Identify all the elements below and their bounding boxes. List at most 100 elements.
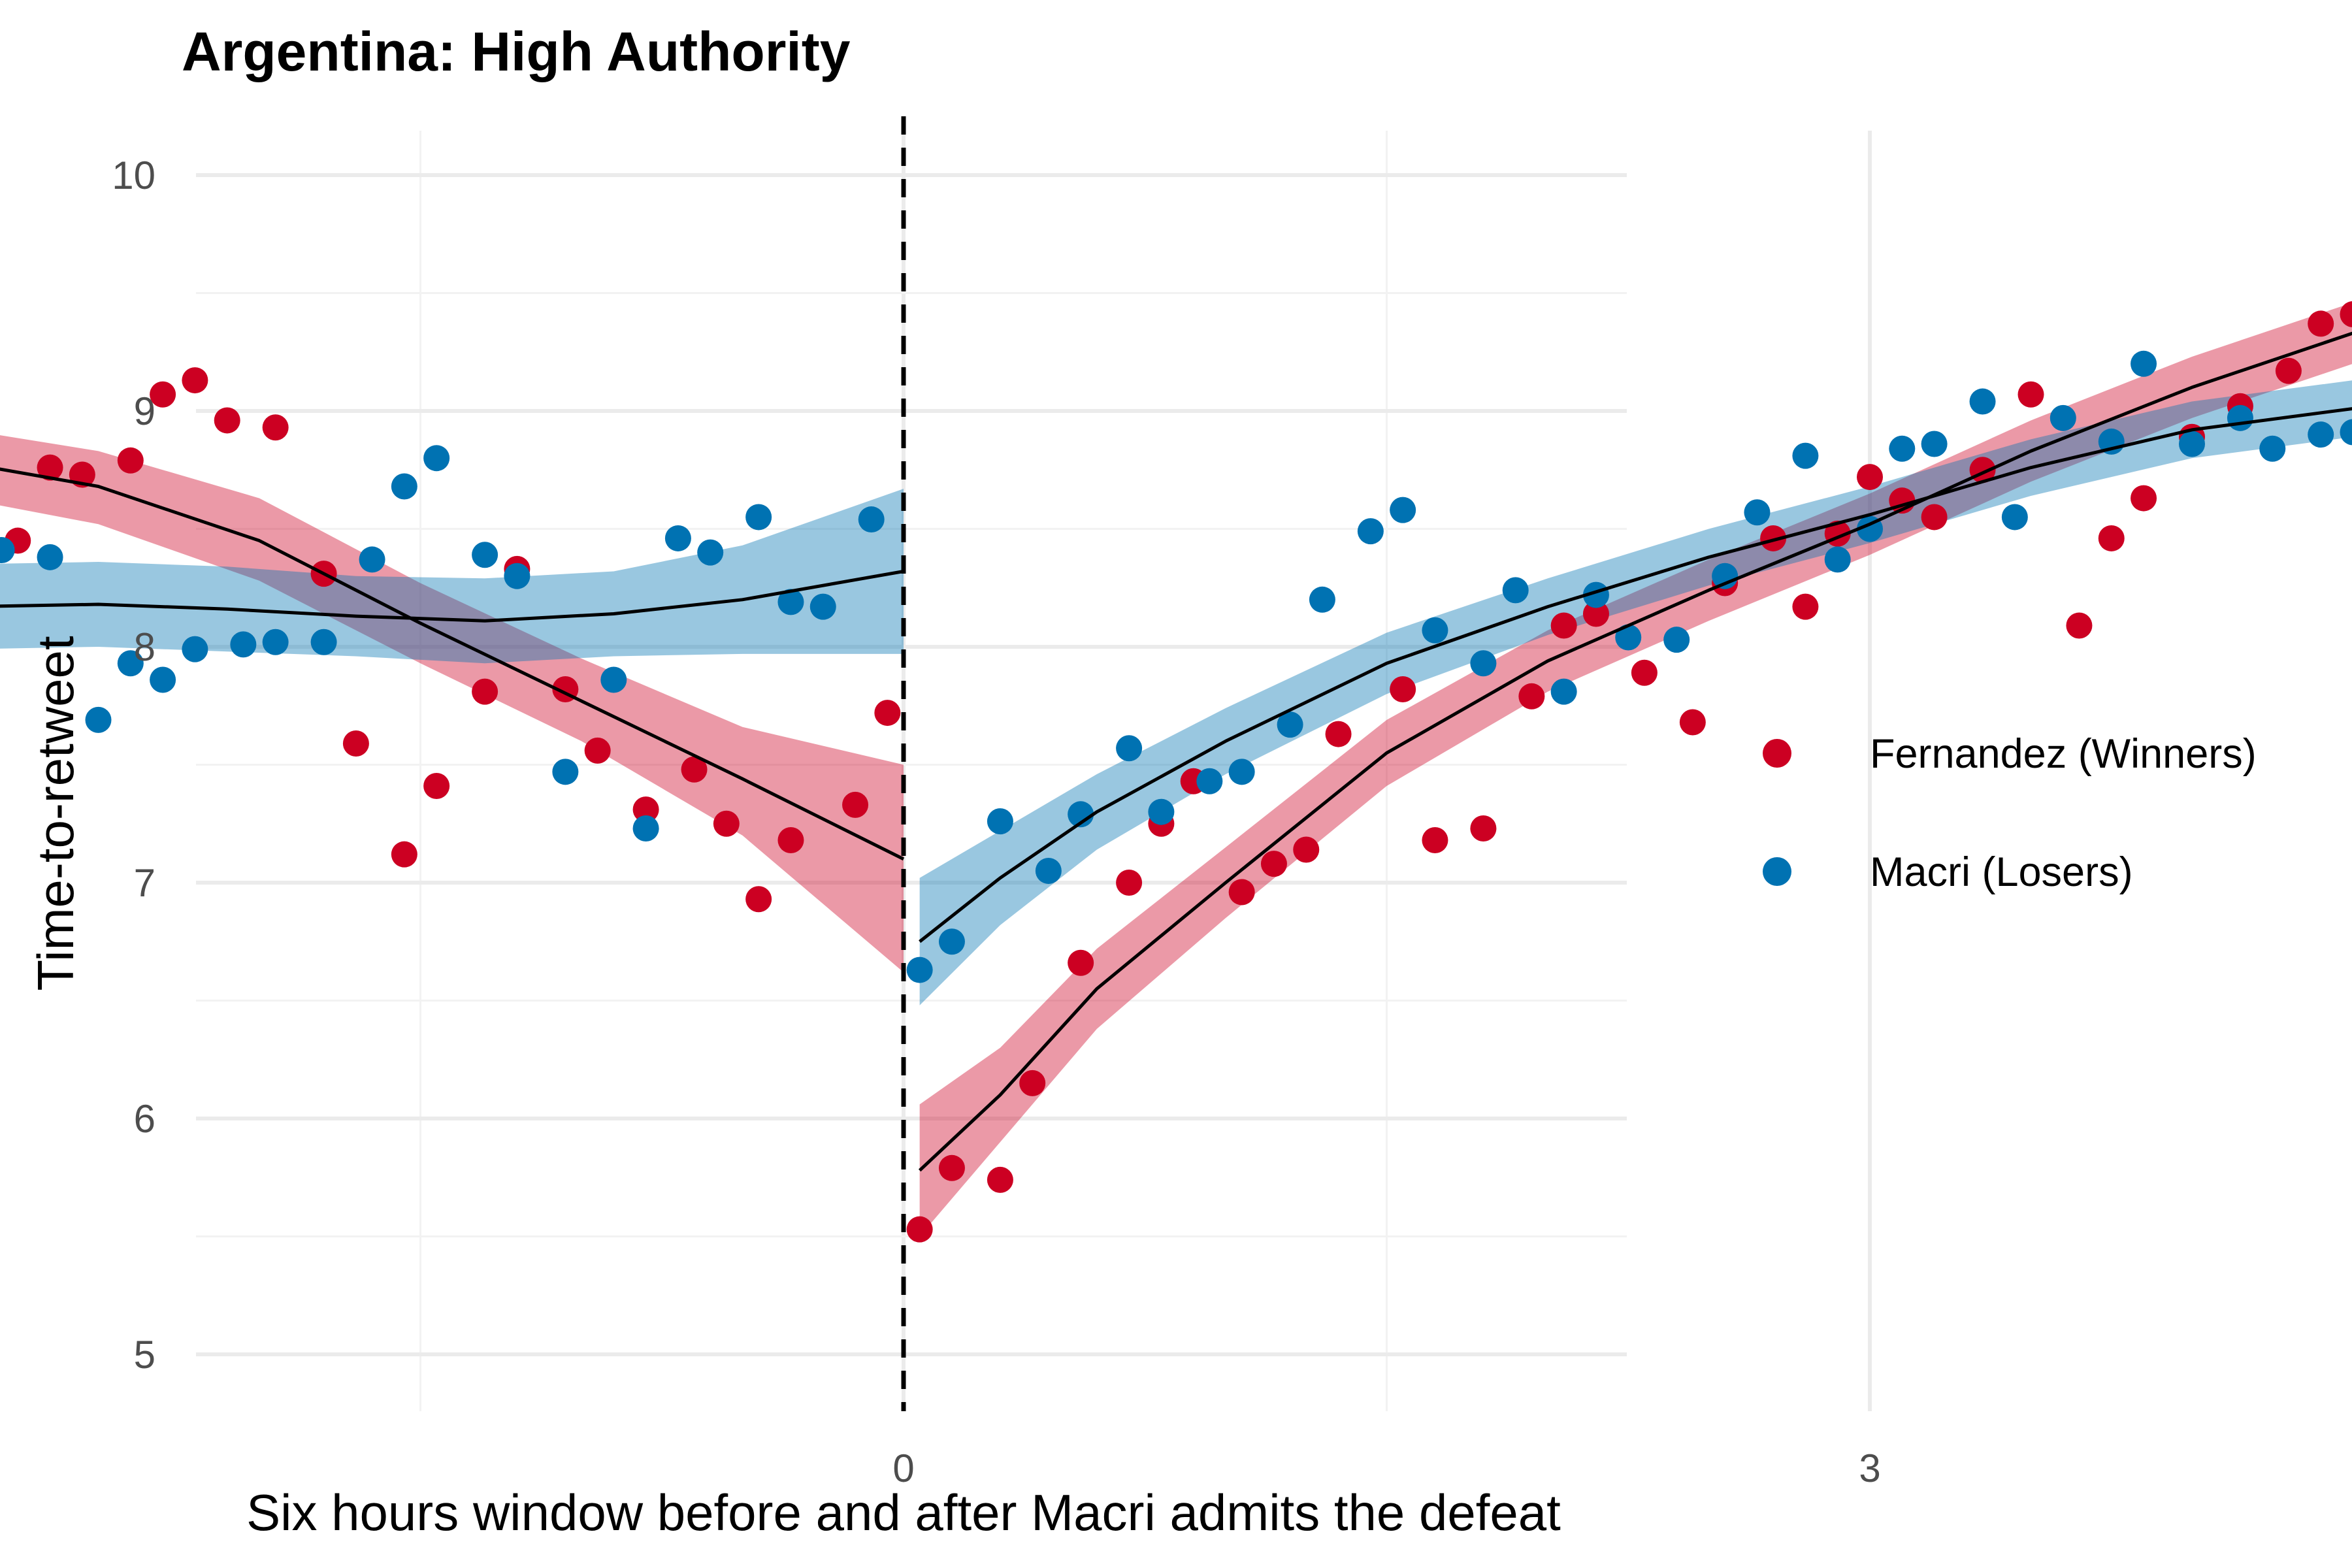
fernandez-data-point — [214, 407, 240, 434]
macri-data-point — [423, 445, 450, 472]
macri-data-point — [1502, 577, 1529, 604]
macri-data-point — [2131, 350, 2157, 377]
fernandez-data-point — [262, 414, 289, 441]
fernandez-data-point — [150, 381, 176, 408]
fernandez-data-point — [1422, 827, 1448, 854]
fernandez-data-point — [117, 447, 144, 474]
y-tick-label: 9 — [134, 389, 155, 433]
fernandez-data-point — [2098, 525, 2125, 551]
fernandez-data-point — [1260, 851, 1287, 877]
macri-data-point — [1309, 586, 1335, 613]
macri-data-point — [1889, 435, 1916, 462]
fernandez-data-point — [1068, 949, 1094, 976]
fernandez-data-point — [182, 367, 208, 394]
fernandez-data-point — [2308, 310, 2334, 337]
macri-data-point — [150, 666, 176, 693]
legend: Fernandez (Winners) Macri (Losers) — [1763, 731, 2257, 895]
fernandez-data-point — [37, 454, 63, 481]
fernandez-data-point — [1325, 721, 1352, 747]
macri-confidence-band — [919, 380, 2352, 1005]
macri-data-point — [2259, 435, 2286, 462]
chart-title: Argentina: High Authority — [182, 21, 851, 82]
fernandez-data-point — [2066, 612, 2093, 639]
fernandez-data-point — [472, 678, 498, 705]
fernandez-data-point — [1679, 709, 1706, 736]
macri-data-point — [1148, 798, 1175, 825]
macri-data-point — [182, 636, 208, 662]
macri-data-point — [2001, 504, 2028, 531]
macri-data-point — [2179, 431, 2205, 457]
macri-data-point — [230, 631, 257, 658]
fernandez-data-point — [1760, 525, 1787, 551]
confidence-bands — [0, 302, 2352, 1237]
legend-key — [1763, 739, 1791, 768]
y-tick-label: 8 — [134, 625, 155, 669]
fernandez-data-point — [906, 1216, 933, 1243]
fernandez-data-point — [391, 841, 417, 868]
macri-data-point — [1615, 624, 1642, 651]
fernandez-data-point — [1293, 836, 1320, 863]
macri-data-point — [632, 815, 659, 841]
fernandez-data-point — [2017, 381, 2044, 408]
macri-data-point — [906, 956, 933, 983]
macri-data-point — [1969, 388, 1996, 415]
macri-data-point — [1068, 801, 1094, 828]
fernandez-data-point — [1550, 612, 1577, 639]
macri-data-point — [2227, 404, 2253, 431]
macri-data-point — [1277, 711, 1303, 738]
y-tick-label: 5 — [134, 1333, 155, 1377]
macri-data-point — [1792, 442, 1819, 469]
fernandez-data-point — [1631, 659, 1658, 686]
macri-data-point — [310, 629, 337, 655]
macri-data-point — [1744, 499, 1771, 526]
fernandez-data-point — [1390, 676, 1416, 702]
fernandez-data-point — [1228, 879, 1255, 906]
y-axis-ticks: 5 6 7 8 9 10 — [112, 154, 155, 1377]
fernandez-data-point — [938, 1154, 965, 1181]
macri-data-point — [1550, 678, 1577, 705]
fernandez-data-point — [713, 810, 740, 837]
fernandez-data-point — [681, 756, 708, 783]
macri-data-point — [359, 546, 385, 573]
y-axis-label: Time-to-retweet — [27, 636, 84, 991]
macri-data-point — [1228, 759, 1255, 785]
legend-key — [1763, 857, 1791, 886]
macri-data-point — [472, 542, 498, 568]
macri-data-point — [1824, 546, 1851, 573]
legend-label: Fernandez (Winners) — [1870, 731, 2257, 777]
fernandez-data-point — [632, 796, 659, 823]
fernandez-fit-line — [918, 331, 2352, 1172]
macri-data-point — [2050, 404, 2076, 431]
macri-confidence-band — [0, 489, 904, 664]
fernandez-data-point — [1116, 870, 1143, 896]
macri-data-point — [1390, 497, 1416, 523]
fernandez-data-point — [777, 827, 804, 854]
fernandez-data-point — [2340, 301, 2352, 327]
macri-data-point — [1422, 617, 1448, 644]
fernandez-confidence-band — [0, 435, 904, 973]
fernandez-data-point — [342, 730, 369, 757]
fernandez-data-point — [1518, 683, 1545, 710]
macri-data-point — [1663, 627, 1690, 653]
fernandez-data-point — [1470, 815, 1497, 841]
macri-data-point — [1357, 518, 1384, 545]
fernandez-data-point — [1921, 504, 1948, 531]
fernandez-data-point — [584, 737, 611, 764]
fernandez-data-point — [2131, 485, 2157, 512]
macri-fit-line — [0, 570, 904, 623]
fernandez-data-point — [1019, 1070, 1046, 1096]
macri-data-point — [262, 629, 289, 655]
x-axis-ticks: -6-3036 — [892, 1446, 1880, 1490]
macri-data-point — [938, 928, 965, 955]
macri-data-point — [777, 589, 804, 615]
macri-data-point — [117, 650, 144, 677]
macri-data-point — [1921, 431, 1948, 457]
fernandez-data-point — [2275, 357, 2302, 384]
fernandez-fit-line — [0, 467, 905, 861]
fernandez-data-point — [745, 886, 772, 913]
macri-data-point — [2308, 421, 2334, 448]
legend-label: Macri (Losers) — [1870, 849, 2133, 895]
macri-data-point — [391, 473, 417, 500]
fernandez-data-point — [1792, 593, 1819, 620]
